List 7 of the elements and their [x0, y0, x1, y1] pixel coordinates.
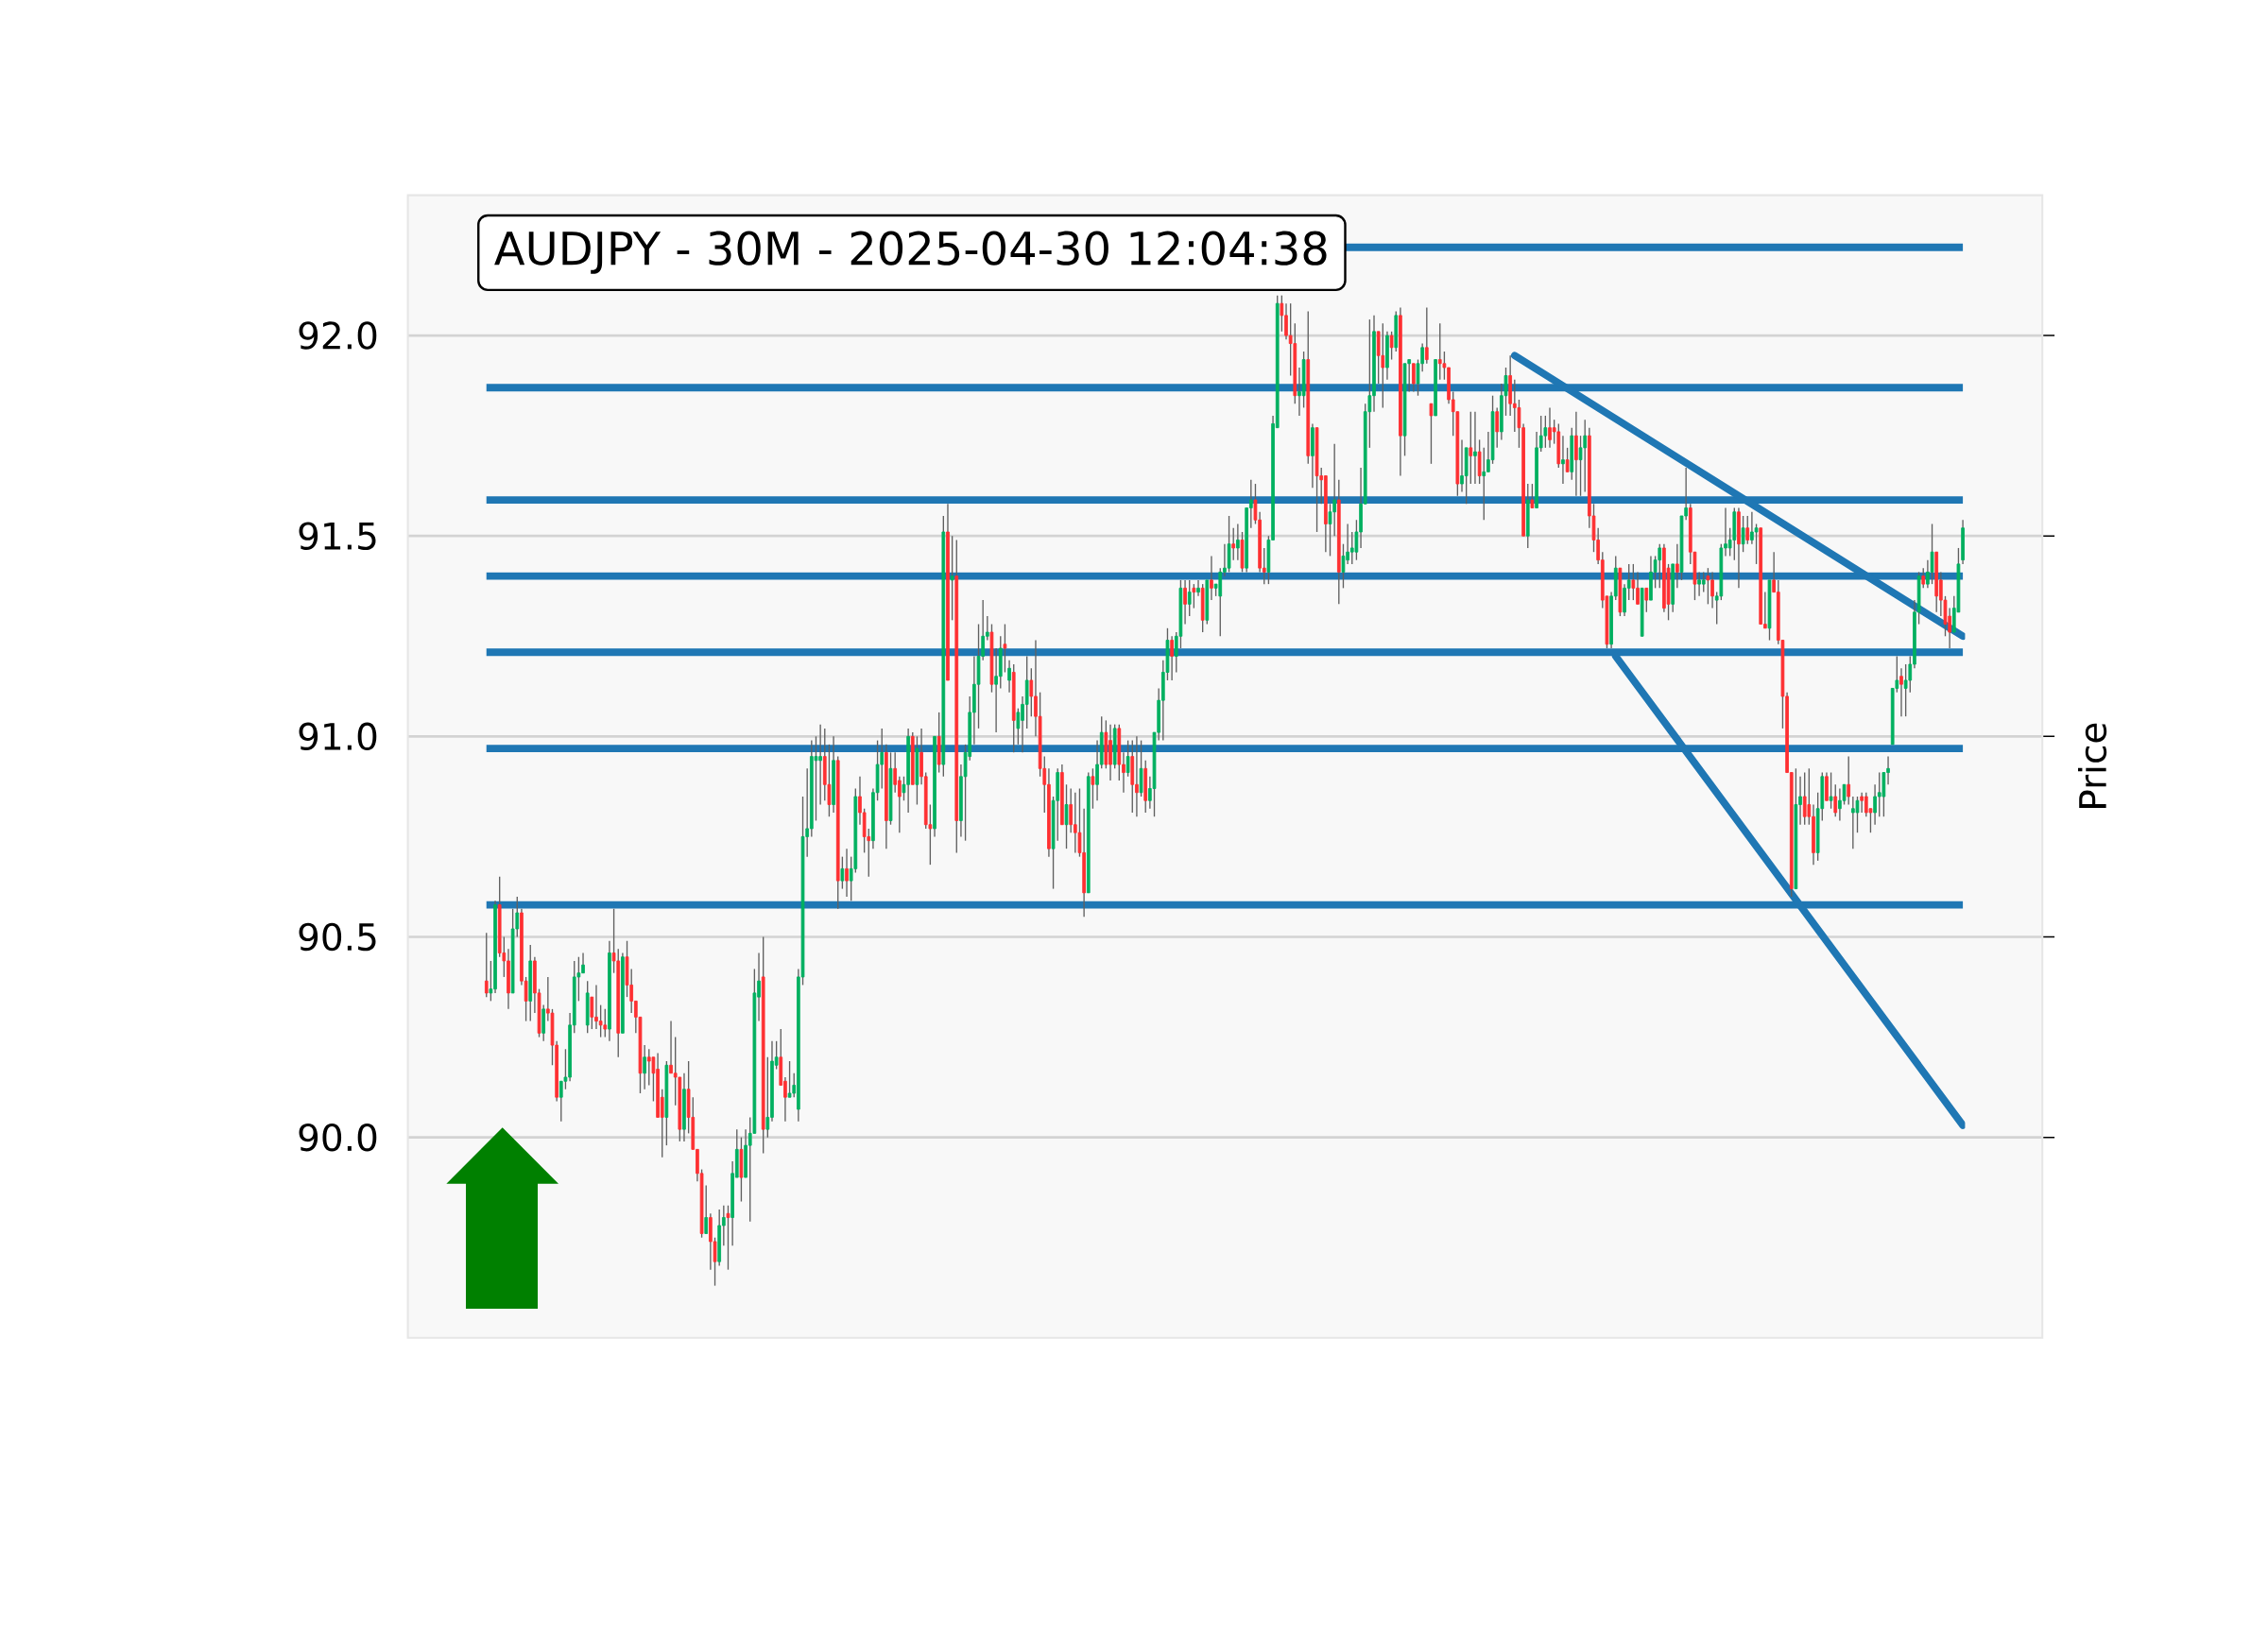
- y-tick-label: 92.0: [299, 321, 377, 350]
- y-tick-label: 90.0: [299, 1123, 377, 1152]
- y-tick-label: 91.5: [299, 522, 376, 550]
- y-tick-label: 90.5: [299, 922, 376, 952]
- y-tick-label: 91.0: [299, 722, 377, 751]
- text: AUDJPY - 30M - 2025-04-30 12:04:38: [494, 231, 1327, 274]
- y-axis-title: Price: [2078, 723, 2107, 808]
